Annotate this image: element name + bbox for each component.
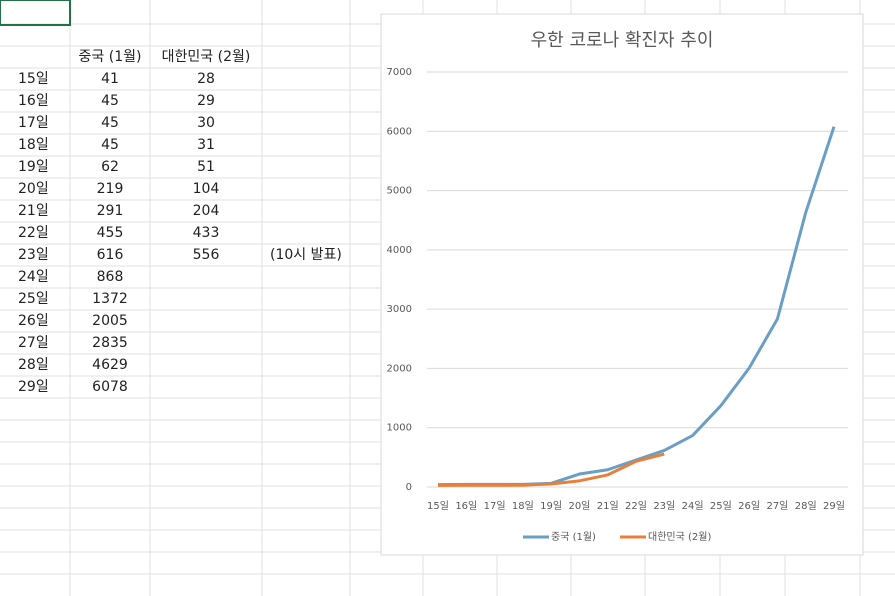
x-tick-label: 19일 (540, 500, 562, 512)
china: 45 (101, 93, 119, 109)
y-tick-label: 3000 (387, 304, 412, 315)
day: 20일 (18, 181, 49, 197)
x-tick-label: 28일 (795, 500, 817, 512)
x-tick-label: 24일 (682, 500, 704, 512)
korea: 51 (197, 159, 215, 175)
day: 28일 (18, 357, 49, 373)
note: (10시 발표) (270, 247, 342, 263)
china: 2005 (92, 313, 128, 329)
china: 45 (101, 137, 119, 153)
y-tick-label: 6000 (387, 126, 412, 137)
day: 25일 (18, 291, 49, 307)
y-tick-label: 4000 (387, 245, 412, 256)
x-tick-label: 23일 (653, 500, 675, 512)
x-tick-label: 17일 (484, 500, 506, 512)
x-tick-label: 22일 (625, 500, 647, 512)
legend-label: 대한민국 (2월) (648, 531, 711, 543)
y-tick-label: 1000 (387, 423, 412, 434)
x-tick-label: 16일 (455, 500, 477, 512)
x-tick-label: 26일 (738, 500, 760, 512)
day: 29일 (18, 379, 49, 395)
korea: 28 (197, 71, 215, 87)
china: 45 (101, 115, 119, 131)
china: 62 (101, 159, 119, 175)
china: 41 (101, 71, 119, 87)
korea: 204 (193, 203, 220, 219)
selected-cell[interactable] (0, 0, 71, 26)
china: 616 (97, 247, 124, 263)
series-line (437, 452, 665, 487)
day: 16일 (18, 93, 49, 109)
y-tick-label: 2000 (387, 363, 412, 374)
x-tick-label: 27일 (766, 500, 788, 512)
day: 27일 (18, 335, 49, 351)
china: 2835 (92, 335, 128, 351)
y-tick-label: 7000 (387, 67, 412, 78)
day: 18일 (18, 137, 49, 153)
korea: 29 (197, 93, 215, 109)
korea: 556 (193, 247, 220, 263)
china: 1372 (92, 291, 128, 307)
x-tick-label: 29일 (823, 500, 845, 512)
korea: 433 (193, 225, 220, 241)
day: 21일 (18, 203, 49, 219)
y-tick-label: 5000 (387, 186, 412, 197)
day: 24일 (18, 269, 49, 285)
day: 17일 (18, 115, 49, 131)
day: 22일 (18, 225, 49, 241)
day: 26일 (18, 313, 49, 329)
x-tick-label: 18일 (512, 500, 534, 512)
chart-area[interactable] (380, 13, 864, 556)
x-tick-label: 21일 (597, 500, 619, 512)
china: 219 (97, 181, 124, 197)
china: 455 (97, 225, 124, 241)
day: 15일 (18, 71, 49, 87)
korea: 30 (197, 115, 215, 131)
china: 4629 (92, 357, 128, 373)
day: 19일 (18, 159, 49, 175)
header: 중국 (1월) (79, 49, 142, 65)
korea: 104 (193, 181, 220, 197)
header: 대한민국 (2월) (162, 49, 251, 65)
china: 868 (97, 269, 124, 285)
y-tick-label: 0 (406, 482, 412, 493)
x-tick-label: 15일 (427, 500, 449, 512)
x-tick-label: 20일 (568, 500, 590, 512)
chart-title: 우한 코로나 확진자 추이 (531, 30, 714, 51)
china: 6078 (92, 379, 128, 395)
china: 291 (97, 203, 124, 219)
x-tick-label: 25일 (710, 500, 732, 512)
legend-label: 중국 (1월) (551, 531, 596, 543)
day: 23일 (18, 247, 49, 263)
korea: 31 (197, 137, 215, 153)
